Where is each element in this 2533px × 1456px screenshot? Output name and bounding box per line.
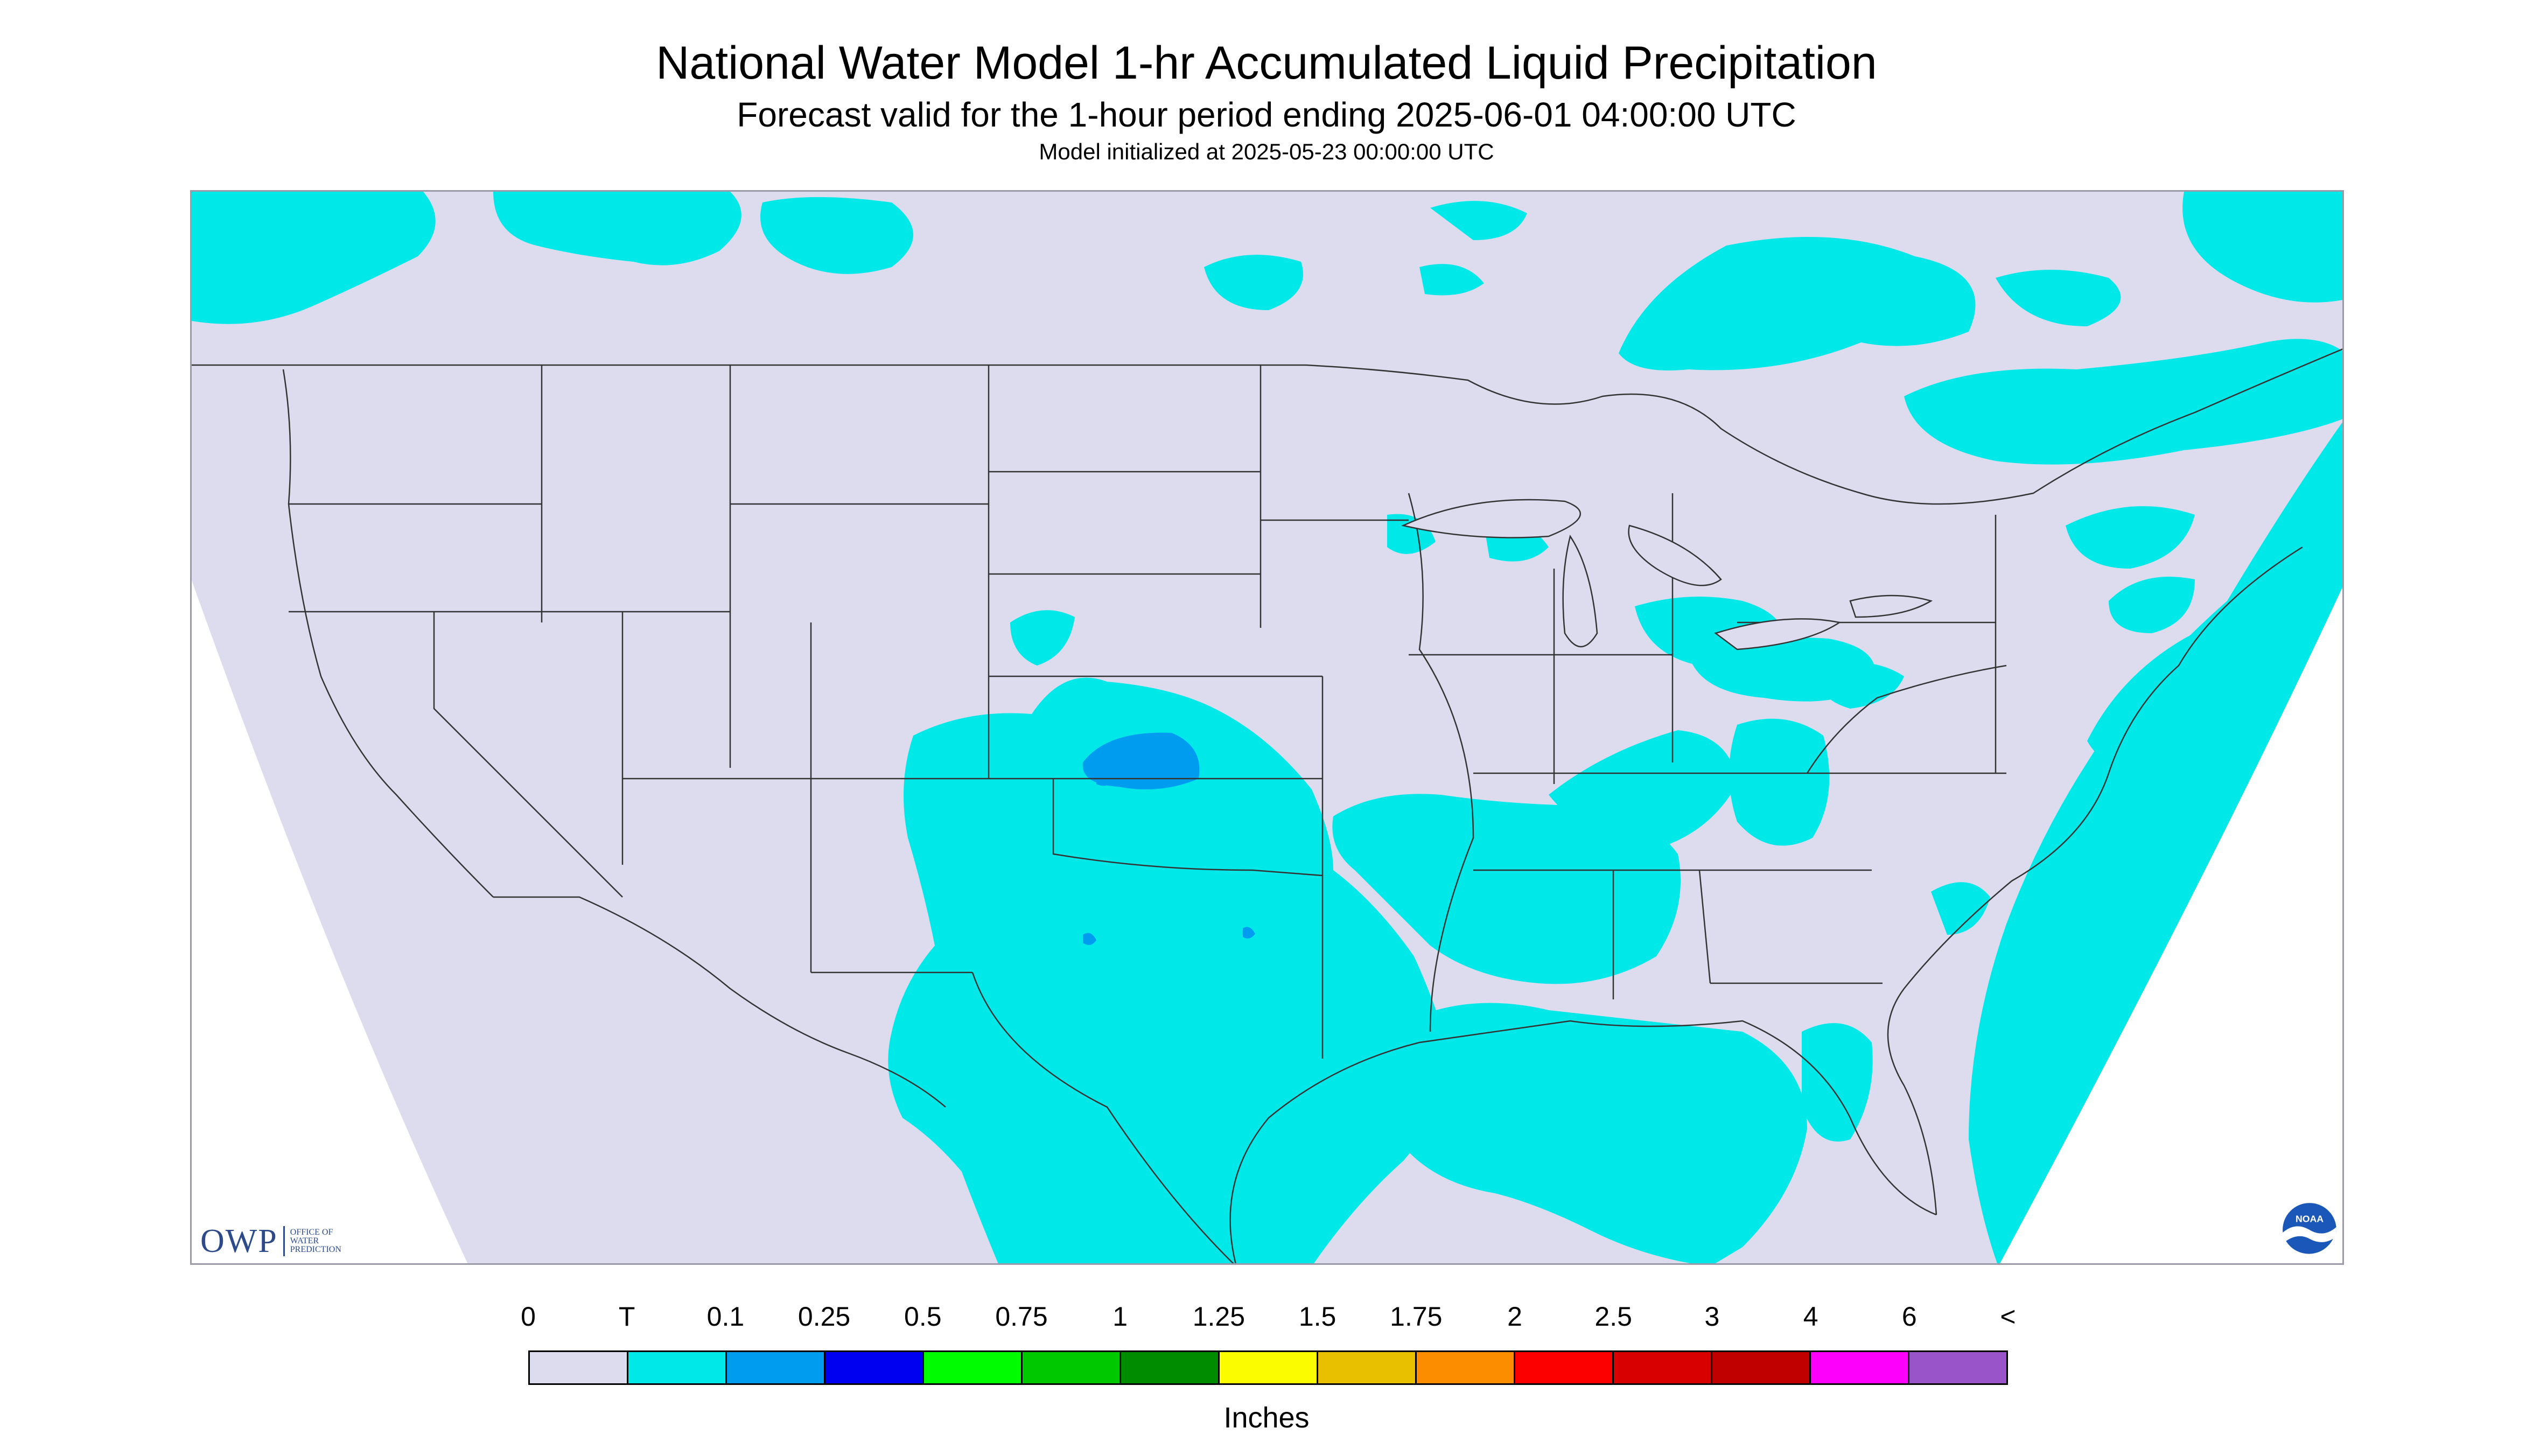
light-precip-areas [1082,732,1255,945]
colorbar-swatch [628,1352,727,1383]
colorbar-tick-label: 1 [1112,1301,1128,1332]
colorbar-tick-label: 1.25 [1192,1301,1245,1332]
model-domain [192,192,2342,1263]
colorbar-tick-label: 0.25 [797,1301,851,1332]
colorbar-swatch [924,1352,1023,1383]
colorbar-tick-label: 3 [1704,1301,1720,1332]
owp-logo-line: OFFICE OF [290,1228,333,1237]
colorbar-swatch [1220,1352,1318,1383]
great-lakes [1401,499,1933,650]
colorbar-tick-label: 0 [521,1301,536,1332]
colorbar-tick-label: 0.75 [995,1301,1048,1332]
colorbar-units: Inches [1223,1402,1310,1434]
noaa-logo: NOAA [2283,1203,2336,1258]
colorbar-tick-label: 1.5 [1298,1301,1337,1332]
colorbar-labels: 0 T 0.1 0.25 0.5 0.75 1 1.25 1.5 1.75 2 2.5 3 4 6 < [0,1301,2533,1339]
colorbar-tick-label: T [618,1301,635,1332]
model-init-time: Model initialized at 2025-05-23 00:00:00… [1039,139,1494,164]
colorbar-swatch [1023,1352,1121,1383]
colorbar-swatch [1712,1352,1811,1383]
owp-logo-divider [283,1226,285,1256]
map-title: National Water Model 1-hr Accumulated Li… [656,37,1877,89]
owp-logo-text: OFFICE OF WATER PREDICTION [290,1228,341,1254]
colorbar-swatch [727,1352,825,1383]
colorbar-tick-label: 6 [1901,1301,1917,1332]
colorbar-swatch [1614,1352,1712,1383]
colorbar-tick-label: 0.1 [706,1301,745,1332]
svg-text:NOAA: NOAA [2296,1213,2324,1224]
colorbar-swatch [1811,1352,1909,1383]
colorbar-swatch [1909,1352,2006,1383]
owp-logo-mark: OWP [200,1222,278,1259]
colorbar-swatch [1121,1352,1220,1383]
colorbar-tick-label: 1.75 [1390,1301,1443,1332]
forecast-valid-time: Forecast valid for the 1-hour period end… [737,95,1796,134]
political-boundaries [192,348,2342,1263]
colorbar-swatch [530,1352,628,1383]
owp-logo-line: PREDICTION [290,1245,341,1254]
owp-logo: OWP OFFICE OF WATER PREDICTION [200,1222,341,1260]
colorbar-swatch [825,1352,924,1383]
colorbar-swatch [1417,1352,1515,1383]
colorbar-tick-label: 2.5 [1594,1301,1632,1332]
colorbar-swatch [1515,1352,1614,1383]
colorbar-tick-label: < [2000,1301,2016,1332]
colorbar-tick-label: 2 [1507,1301,1522,1332]
colorbar-tick-label: 0.5 [904,1301,942,1332]
colorbar-swatch [1318,1352,1417,1383]
colorbar [528,1350,2008,1385]
colorbar-tick-label: 4 [1803,1301,1818,1332]
precipitation-map [190,190,2344,1265]
owp-logo-line: WATER [290,1236,319,1245]
